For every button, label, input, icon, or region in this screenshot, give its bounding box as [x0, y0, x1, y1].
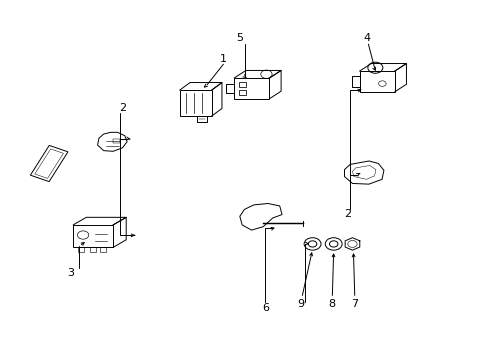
Bar	[197, 116, 206, 122]
Bar	[113, 139, 120, 143]
Text: 2: 2	[119, 103, 126, 113]
Bar	[238, 82, 246, 87]
Text: 6: 6	[262, 303, 268, 313]
Bar	[238, 90, 246, 95]
Bar	[100, 247, 106, 252]
Text: 3: 3	[67, 268, 74, 278]
Bar	[78, 247, 84, 252]
Bar	[90, 247, 96, 252]
Bar	[35, 149, 63, 178]
Text: 2: 2	[344, 210, 350, 219]
Text: 5: 5	[236, 33, 243, 44]
Text: 9: 9	[297, 299, 304, 309]
Text: 7: 7	[350, 299, 358, 309]
Text: 1: 1	[220, 54, 226, 64]
Text: 4: 4	[362, 33, 369, 44]
Text: 8: 8	[327, 299, 334, 309]
Bar	[30, 145, 68, 181]
